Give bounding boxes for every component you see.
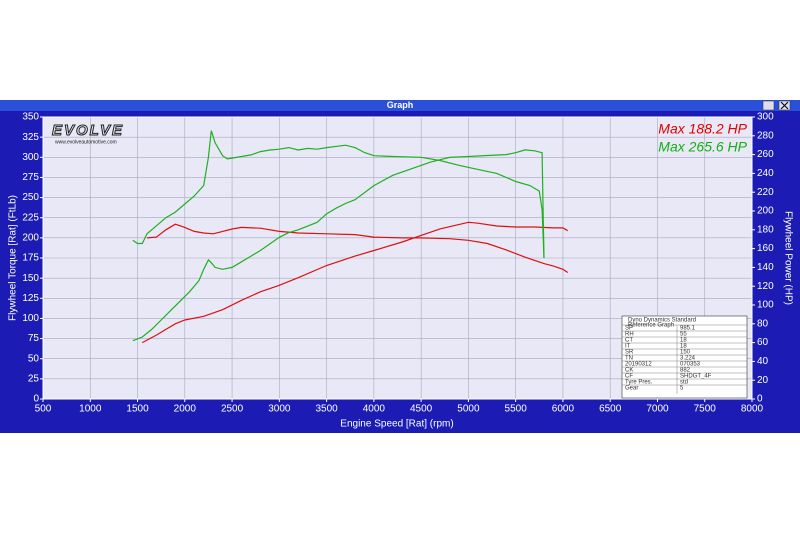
data-line [146,223,569,273]
table-key: SP [625,326,633,332]
table-value: std [680,380,688,386]
x-tick-label: 7000 [646,404,669,415]
y-tick-label: 150 [22,273,39,284]
x-tick-label: 6000 [552,404,575,415]
table-value: 18 [680,344,687,350]
y-tick-label: 25 [28,373,40,384]
title-bar [0,100,800,111]
y-tick-label: 250 [22,192,39,203]
y-tick-label: 350 [22,112,39,123]
annotation: Max 265.6 HP [658,139,747,155]
table-key: SR [625,350,634,356]
plot-border [42,116,753,400]
table-key: CT [625,338,633,344]
y2-tick-label: 20 [757,375,769,386]
info-table [621,315,748,399]
y2-tick-label: 260 [757,149,774,160]
y2-tick-label: 0 [757,394,763,405]
y2-tick-label: 80 [757,318,769,329]
y-tick-label: 125 [22,293,39,304]
y-tick-label: 50 [28,353,40,364]
y-axis-title: Flywheel Torque [Rat] (FtLb) [8,195,19,321]
x-tick-label: 1500 [126,404,149,415]
y-tick-label: 200 [22,232,39,243]
table-value: 150 [680,350,691,356]
table-key: Tyre Pres. [625,380,653,386]
y2-tick-label: 220 [757,187,774,198]
x-axis-title: Engine Speed [Rat] (rpm) [340,419,453,430]
table-key: CF [625,374,633,380]
y-tick-label: 75 [28,333,40,344]
y2-tick-label: 160 [757,243,774,254]
table-value: 18 [680,338,687,344]
restore-button[interactable] [762,100,775,111]
table-value: 985.1 [680,326,696,332]
table-key: IT [625,344,631,350]
y2-tick-label: 40 [757,356,769,367]
table-title: Reference Graph [628,323,674,329]
x-tick-label: 2500 [221,404,244,415]
data-line [132,130,545,259]
x-tick-label: 6500 [599,404,622,415]
table-value: 55 [680,332,687,338]
table-value: 070353 [680,362,701,368]
y2-tick-label: 100 [757,300,774,311]
table-key: Gear [625,386,638,392]
x-tick-label: 4000 [363,404,386,415]
data-line [142,221,569,344]
table-title: Dyno Dynamics Standard [628,318,696,324]
y2-tick-label: 200 [757,206,774,217]
y2-tick-label: 140 [757,262,774,273]
x-tick-label: 8000 [741,404,764,415]
y2-tick-label: 60 [757,337,769,348]
y-tick-label: 0 [33,394,39,405]
x-tick-label: 1000 [79,404,102,415]
x-tick-label: 5000 [457,404,480,415]
table-value: 5 [680,386,684,392]
annotation: Max 188.2 HP [658,121,747,137]
table-key: RH [625,332,634,338]
y-tick-label: 325 [22,132,39,143]
table-key: TN [625,356,633,362]
y-tick-label: 225 [22,212,39,223]
table-key: CK [625,368,633,374]
y2-tick-label: 240 [757,168,774,179]
data-line [132,149,545,342]
y2-tick-label: 280 [757,130,774,141]
table-value: 882 [680,368,691,374]
y-tick-label: 275 [22,172,39,183]
logo-url: www.evolveautomotive.com [55,139,117,145]
close-icon [780,101,789,110]
table-value: 3.224 [680,356,696,362]
x-tick-label: 500 [35,404,52,415]
x-tick-label: 4500 [410,404,433,415]
window-title: Graph [387,100,414,110]
y2-tick-label: 120 [757,281,774,292]
y2-axis-title: Flywheel Power (HP) [782,211,793,305]
y-tick-label: 100 [22,313,39,324]
x-tick-label: 3000 [268,404,291,415]
y2-tick-label: 180 [757,224,774,235]
x-tick-label: 2000 [174,404,197,415]
x-tick-label: 5500 [505,404,528,415]
table-value: SHDGT_4F [680,374,712,380]
x-tick-label: 7500 [694,404,717,415]
y-tick-label: 300 [22,152,39,163]
y-tick-label: 175 [22,253,39,264]
x-tick-label: 3500 [315,404,338,415]
logo: EVOLVE [52,122,124,139]
table-key: 20190312 [625,362,652,368]
y2-tick-label: 300 [757,112,774,123]
